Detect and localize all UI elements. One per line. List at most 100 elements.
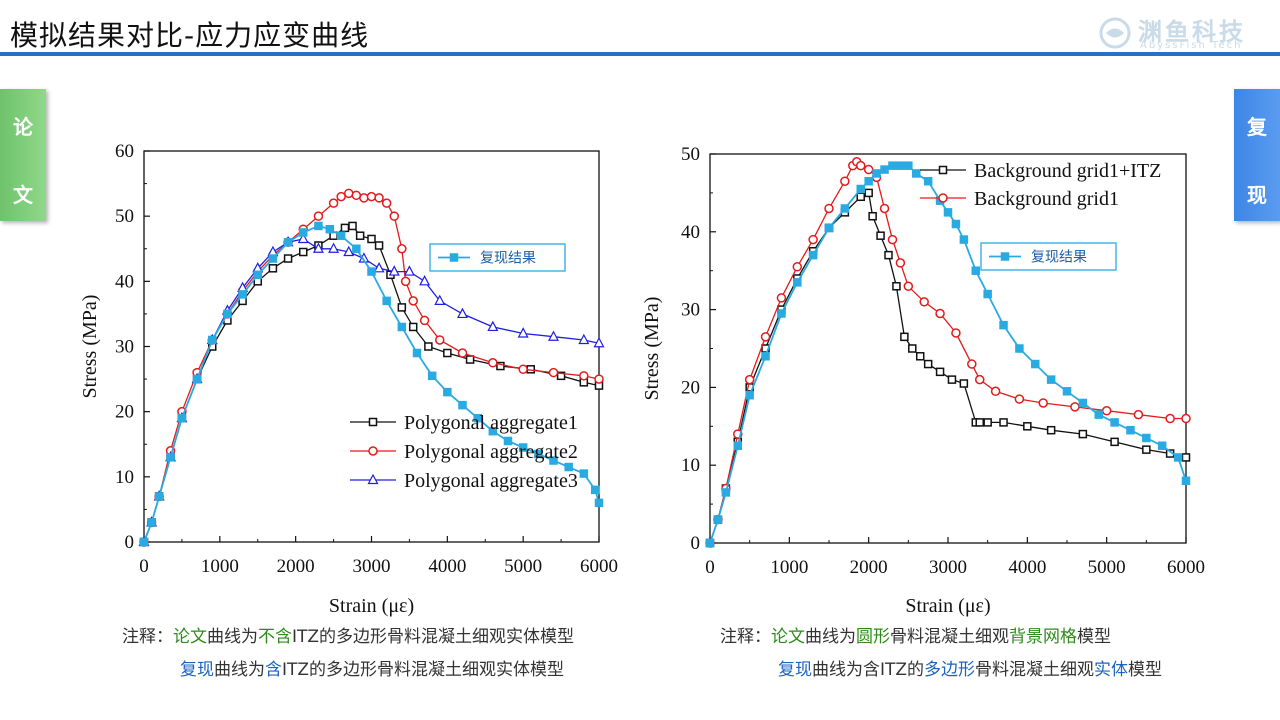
y-axis-label: Stress (MPa): [79, 295, 101, 399]
side-tab-replication[interactable]: 复 现: [1234, 89, 1280, 221]
data-point: [856, 192, 865, 202]
data-point: [887, 234, 898, 245]
data-point: [594, 374, 604, 384]
data-point: [517, 327, 529, 338]
data-point: [1070, 402, 1080, 412]
y-tick-label: 50: [681, 144, 700, 165]
data-point: [435, 335, 445, 345]
y-tick-label: 20: [681, 377, 700, 398]
data-point: [443, 348, 452, 358]
series-line: [709, 160, 1186, 544]
note-keyword: 圆形: [856, 627, 890, 647]
y-tick-label: 0: [125, 532, 135, 553]
y-tick-label: 40: [115, 271, 134, 292]
data-point: [1181, 476, 1191, 486]
note-text: 模型: [1128, 660, 1163, 680]
legend-label: Polygonal aggregate3: [404, 470, 578, 492]
x-tick-label: 5000: [504, 556, 542, 577]
data-point: [974, 374, 985, 385]
data-point: [967, 359, 977, 369]
y-tick-label: 60: [115, 141, 134, 162]
data-point: [590, 485, 600, 495]
data-point: [840, 176, 850, 186]
data-point: [381, 198, 392, 208]
data-point: [496, 361, 505, 371]
data-point: [314, 221, 323, 231]
data-point: [808, 234, 818, 245]
data-point: [328, 242, 340, 253]
data-point: [912, 169, 921, 178]
series-2: [705, 161, 1191, 548]
data-point: [473, 413, 482, 423]
data-point: [457, 348, 468, 358]
title-underline: [0, 52, 1280, 56]
data-point: [999, 320, 1008, 330]
legend-label: Polygonal aggregate1: [404, 412, 578, 434]
note-keyword: 多边形: [924, 660, 976, 680]
legend-marker: [368, 446, 378, 456]
data-point: [951, 328, 961, 338]
data-point: [397, 322, 407, 332]
data-point: [999, 418, 1008, 427]
data-point: [1181, 453, 1191, 462]
note-text: 曲线为: [214, 660, 265, 680]
data-point: [297, 232, 309, 244]
data-point: [548, 367, 559, 378]
y-tick-label: 30: [115, 337, 134, 358]
data-point: [374, 193, 384, 203]
data-point: [328, 198, 339, 208]
data-point: [367, 234, 376, 244]
data-point: [1101, 405, 1112, 416]
side-tab-paper[interactable]: 论 文: [0, 89, 46, 221]
note-keyword: 背景网格: [1009, 627, 1077, 647]
logo-text: 渊鱼科技: [1138, 18, 1246, 46]
note-keyword: 复现: [180, 660, 214, 680]
data-point: [793, 278, 802, 287]
data-point: [745, 390, 754, 400]
x-tick-label: 6000: [580, 556, 618, 577]
data-point: [139, 537, 149, 547]
x-tick-label: 3000: [353, 556, 391, 577]
data-point: [457, 307, 468, 319]
data-point: [1094, 410, 1103, 419]
data-point: [388, 265, 400, 276]
legend-marker: [367, 473, 379, 485]
data-point: [1015, 344, 1024, 353]
data-point: [223, 309, 232, 319]
y-tick-label: 10: [115, 467, 134, 488]
data-point: [943, 208, 953, 217]
data-point: [408, 296, 418, 306]
x-tick-label: 4000: [428, 556, 466, 577]
data-point: [923, 176, 933, 186]
data-point: [856, 184, 865, 194]
data-point: [919, 297, 929, 307]
legend-label: Background grid1+ITZ: [974, 160, 1161, 182]
data-point: [192, 374, 202, 384]
data-point: [548, 330, 559, 341]
data-point: [325, 224, 335, 234]
chart-1-group: 0 1000 2000 3000 4000 5000 6000 0 10 20 30 40 50 Stra…: [641, 144, 1205, 617]
data-point: [408, 322, 418, 332]
data-point: [959, 235, 969, 244]
data-point: [1173, 453, 1183, 462]
x-axis-label: Strain (με): [329, 595, 414, 617]
data-point: [549, 456, 558, 465]
data-point: [923, 359, 933, 369]
x-tick-label: 1000: [201, 556, 239, 577]
data-point: [336, 191, 346, 202]
data-point: [904, 161, 913, 170]
note-left-line2: 复现曲线为含ITZ的多边形骨料混凝土细观实体模型: [180, 655, 564, 680]
data-point: [534, 449, 543, 459]
data-point: [166, 453, 175, 462]
data-point: [896, 161, 905, 170]
data-point: [419, 315, 430, 326]
data-point: [336, 231, 346, 240]
x-tick-label: 5000: [1088, 557, 1126, 578]
note-keyword: 含: [265, 660, 282, 680]
legend-label: Background grid1: [974, 188, 1119, 210]
series-line: [143, 224, 600, 543]
note-text: ITZ的多边形骨料混凝土细观实体模型: [282, 660, 565, 680]
data-point: [884, 250, 893, 260]
note-keyword: 实体: [1094, 660, 1129, 680]
data-point: [283, 237, 293, 247]
